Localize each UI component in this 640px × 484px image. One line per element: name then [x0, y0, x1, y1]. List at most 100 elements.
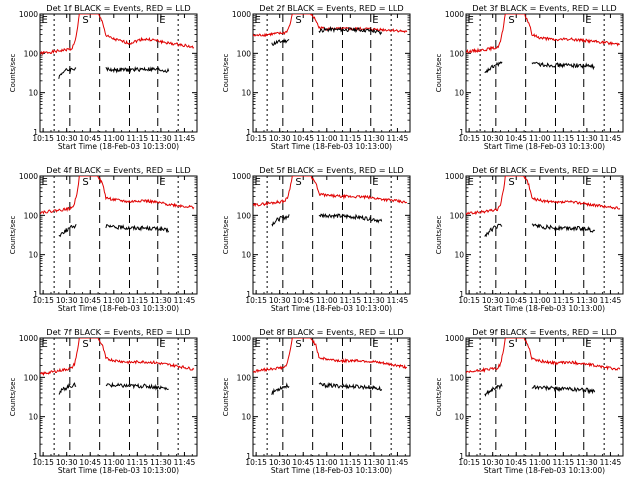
series-black-line [58, 67, 77, 79]
y-axis-label: Counts/sec [435, 378, 443, 417]
x-tick-label: 11:00 [316, 296, 338, 305]
x-tick-label: 11:45 [174, 134, 196, 143]
y-axis-label: Counts/sec [222, 54, 230, 93]
x-tick-label: 10:30 [482, 296, 504, 305]
x-tick-label: 11:15 [340, 296, 362, 305]
y-tick-label: 10 [28, 89, 38, 98]
x-tick-label: 10:45 [292, 458, 314, 467]
x-tick-label: 10:30 [482, 134, 504, 143]
series-red-line [253, 176, 408, 208]
series-red-line [466, 338, 621, 374]
series-black-line [531, 384, 596, 395]
x-tick-label: 11:30 [576, 458, 598, 467]
x-axis-label: Start Time (18-Feb-03 10:13:00) [58, 304, 179, 313]
y-tick-label: 10 [28, 251, 38, 260]
x-tick-label: 11:00 [103, 296, 125, 305]
plot-title: Det 9f BLACK = Events, RED = LLD [472, 327, 616, 337]
x-tick-label: 10:15 [32, 458, 54, 467]
x-tick-label: 10:30 [269, 458, 291, 467]
x-tick-label: 10:15 [32, 296, 54, 305]
series-black-line [271, 37, 290, 46]
y-tick-label: 10 [454, 89, 464, 98]
y-tick-label: 1000 [19, 172, 38, 181]
y-tick-label: 100 [450, 211, 465, 220]
series-black-line [271, 382, 290, 396]
series-black-line [318, 382, 383, 391]
y-tick-label: 1000 [232, 334, 251, 343]
interval-marker-e: E [585, 339, 591, 350]
plot-frame [252, 13, 411, 133]
y-axis-label: Counts/sec [9, 54, 17, 93]
series-red-line [466, 176, 621, 216]
x-tick-label: 11:30 [363, 134, 385, 143]
series-red-line [253, 14, 408, 38]
x-tick-label: 11:45 [600, 134, 622, 143]
series-black-line [318, 25, 383, 36]
interval-marker-s: S [82, 15, 88, 26]
series-black-line [484, 61, 503, 74]
x-tick-label: 10:30 [56, 134, 78, 143]
y-axis-label: Counts/sec [435, 54, 443, 93]
x-tick-label: 11:45 [600, 458, 622, 467]
x-tick-label: 11:45 [600, 296, 622, 305]
interval-marker-e: E [468, 339, 474, 350]
plot-title: Det 8f BLACK = Events, RED = LLD [259, 327, 403, 337]
y-tick-label: 1 [33, 452, 38, 461]
y-tick-label: 10 [454, 251, 464, 260]
x-tick-label: 10:15 [245, 134, 267, 143]
x-axis-label: Start Time (18-Feb-03 10:13:00) [58, 466, 179, 475]
plot-frame [39, 175, 198, 295]
x-tick-label: 11:15 [553, 296, 575, 305]
x-tick-label: 11:15 [553, 134, 575, 143]
series-black-line [271, 214, 290, 227]
y-tick-label: 10 [454, 413, 464, 422]
x-axis-label: Start Time (18-Feb-03 10:13:00) [58, 142, 179, 151]
y-tick-label: 100 [24, 49, 39, 58]
y-tick-label: 10 [241, 251, 251, 260]
x-tick-label: 11:45 [387, 296, 409, 305]
x-tick-label: 10:30 [482, 458, 504, 467]
plot-frame [465, 175, 624, 295]
x-tick-label: 11:00 [103, 134, 125, 143]
interval-marker-s: S [508, 15, 514, 26]
interval-marker-s: S [508, 177, 514, 188]
interval-marker-e: E [468, 15, 474, 26]
interval-marker-e: E [159, 339, 165, 350]
x-tick-label: 10:15 [245, 296, 267, 305]
y-tick-label: 1000 [19, 334, 38, 343]
interval-marker-s: S [295, 339, 301, 350]
y-tick-label: 1000 [232, 10, 251, 19]
plot-title: Det 7f BLACK = Events, RED = LLD [46, 327, 190, 337]
x-tick-label: 11:30 [150, 134, 172, 143]
x-tick-label: 10:15 [245, 458, 267, 467]
y-tick-label: 1 [459, 128, 464, 137]
x-axis-label: Start Time (18-Feb-03 10:13:00) [271, 304, 392, 313]
x-tick-label: 11:00 [316, 134, 338, 143]
series-black-line [105, 65, 170, 74]
interval-marker-s: S [82, 339, 88, 350]
plot-frame [465, 13, 624, 133]
plot-title: Det 6f BLACK = Events, RED = LLD [472, 165, 616, 175]
interval-marker-s: S [295, 15, 301, 26]
interval-marker-e: E [159, 15, 165, 26]
x-tick-label: 10:15 [458, 296, 480, 305]
detector-plot-1: Det 1f BLACK = Events, RED = LLD 1 10 100 10… [9, 3, 198, 151]
x-tick-label: 11:15 [127, 296, 149, 305]
x-tick-label: 11:30 [576, 134, 598, 143]
y-axis-label: Counts/sec [222, 216, 230, 255]
detector-plot-4: Det 4f BLACK = Events, RED = LLD 1 10 100 10… [9, 165, 198, 313]
y-tick-label: 1 [246, 452, 251, 461]
x-tick-label: 11:15 [340, 134, 362, 143]
detector-plot-2: Det 2f BLACK = Events, RED = LLD 1 10 100 10… [222, 3, 411, 151]
interval-marker-e: E [255, 15, 261, 26]
y-tick-label: 1000 [445, 334, 464, 343]
x-tick-label: 11:00 [529, 296, 551, 305]
x-tick-label: 11:15 [127, 458, 149, 467]
series-red-line [40, 14, 195, 56]
interval-marker-e: E [42, 339, 48, 350]
x-axis-label: Start Time (18-Feb-03 10:13:00) [271, 466, 392, 475]
detector-plot-9: Det 9f BLACK = Events, RED = LLD 1 10 100 10… [435, 327, 624, 475]
x-axis-label: Start Time (18-Feb-03 10:13:00) [484, 466, 605, 475]
y-tick-label: 1 [246, 290, 251, 299]
